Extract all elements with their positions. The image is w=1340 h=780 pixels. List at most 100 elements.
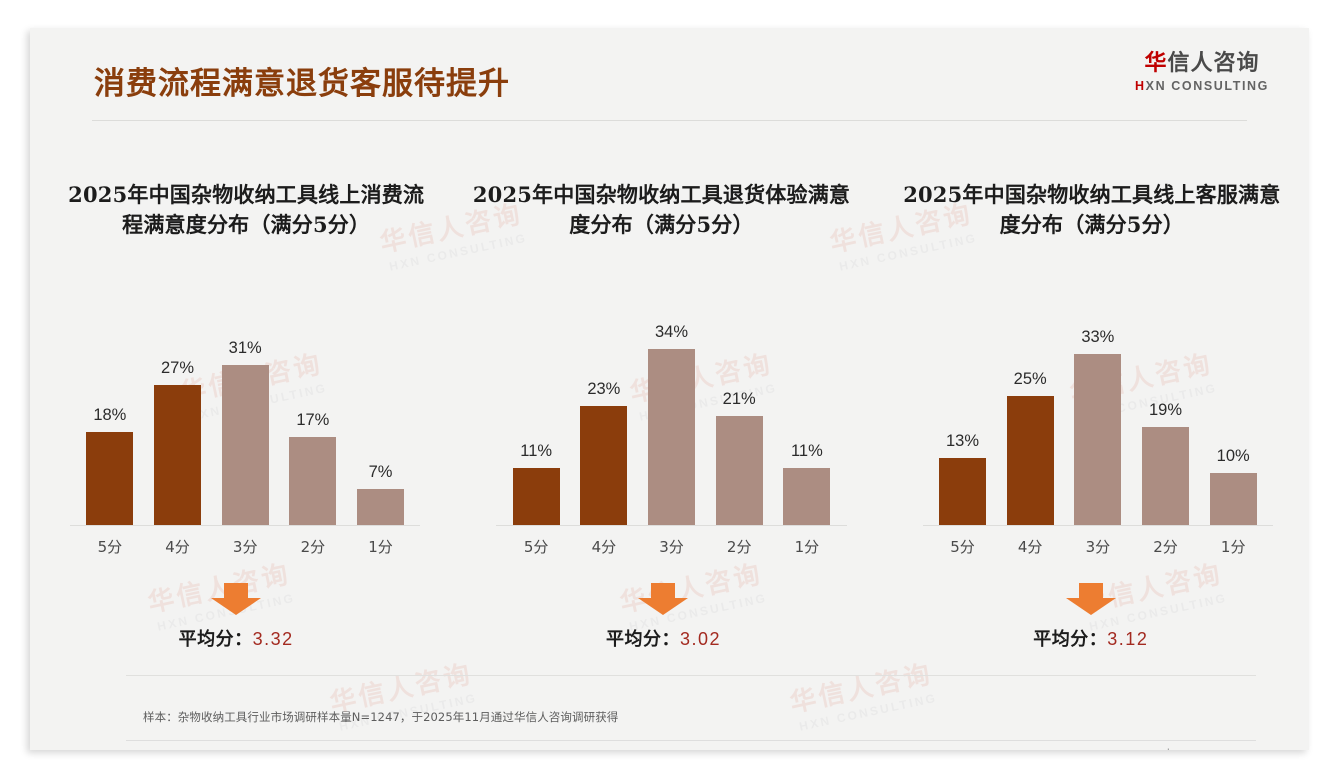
x-axis-tick-label: 1分 (368, 537, 393, 556)
x-axis-tick-label: 3分 (659, 537, 684, 556)
average-score-text: 平均分：3.02 (456, 625, 870, 651)
bar-rect[interactable] (512, 467, 560, 525)
x-axis-tick-label: 2分 (1153, 537, 1178, 556)
x-axis-tick-label: 3分 (1085, 537, 1111, 556)
bar-item[interactable]: 27% (144, 287, 212, 525)
average-score-value: 3.02 (679, 628, 722, 649)
bar-rect[interactable] (580, 405, 628, 525)
bar-rect[interactable] (289, 436, 337, 525)
charts-row: 2025年中国杂物收纳工具线上消费流程满意度分布（满分5分） 18% 27% 31% 1… (30, 140, 1309, 651)
chart-panel-3: 2025年中国杂物收纳工具线上客服满意度分布（满分5分） 13% 25% 33% 19%… (883, 140, 1309, 651)
x-axis-tick-label: 1分 (794, 537, 820, 556)
bar-value-label: 25% (1013, 369, 1047, 388)
chart-title-1: 2025年中国杂物收纳工具线上消费流程满意度分布（满分5分） (68, 182, 425, 237)
bar-item[interactable]: 23% (570, 287, 638, 525)
bar-group: 13% 25% 33% 19% 10% (929, 287, 1267, 525)
average-score-text: 平均分：3.32 (30, 625, 442, 651)
bar-rect[interactable] (715, 415, 763, 525)
logo-english-rest: XN CONSULTING (1145, 79, 1269, 94)
bar-rect[interactable] (1142, 426, 1189, 525)
logo-english-text: HXN CONSULTING (1135, 79, 1269, 93)
x-axis-tick-label: 3分 (232, 537, 258, 556)
x-axis-tick-label: 1分 (1220, 537, 1246, 556)
bar-rect[interactable] (86, 431, 134, 525)
x-axis-tick-label: 4分 (165, 537, 190, 556)
average-score-block-2: 平均分：3.02 (456, 582, 882, 651)
down-arrow-icon (1065, 582, 1116, 615)
average-score-label: 平均分： (1033, 628, 1108, 650)
slide-header: 消费流程满意退货客服待提升 华信人咨询 HXN CONSULTING (30, 28, 1309, 131)
x-axis-tick-label: 5分 (97, 537, 123, 556)
watermark-chinese: 华信人咨询 (787, 659, 936, 719)
company-logo: 华信人咨询 HXN CONSULTING (1135, 51, 1269, 93)
x-axis-tick-label: 2分 (726, 537, 752, 556)
bar-rect[interactable] (938, 457, 986, 525)
bar-item[interactable]: 11% (773, 287, 841, 525)
bar-item[interactable]: 11% (502, 287, 570, 525)
copyright-text: ©2026.1 HXR华信人咨询 (105, 746, 245, 750)
bar-value-label: 18% (93, 405, 127, 424)
bar-group: 18% 27% 31% 17% 7% (76, 287, 414, 525)
bar-rect[interactable] (648, 348, 695, 525)
bar-value-label: 10% (1216, 446, 1250, 465)
average-score-block-3: 平均分：3.12 (883, 582, 1309, 651)
bar-rect[interactable] (783, 467, 831, 525)
bar-value-label: 7% (368, 462, 393, 481)
bar-value-label: 31% (228, 338, 262, 357)
bar-item[interactable]: 7% (347, 287, 415, 525)
x-axis-tick-labels: 5分 4分 3分 2分 1分 (929, 525, 1267, 557)
bar-item[interactable]: 34% (638, 287, 706, 525)
bar-rect[interactable] (1006, 395, 1054, 525)
bar-item[interactable]: 18% (76, 287, 144, 525)
average-score-label: 平均分： (605, 628, 680, 650)
chart-plot-area-2: 11% 23% 34% 21% 11% (496, 287, 847, 526)
logo-chinese-highlight: 华 (1144, 51, 1168, 76)
bar-value-label: 21% (722, 389, 756, 408)
bar-item[interactable]: 21% (705, 287, 773, 525)
x-axis-tick-label: 5分 (950, 537, 975, 556)
chart-panel-2: 2025年中国杂物收纳工具退货体验满意度分布（满分5分） 11% 23% 34% 21%… (456, 140, 882, 651)
page-title: 消费流程满意退货客服待提升 (94, 66, 510, 102)
bar-value-label: 11% (790, 441, 823, 460)
footer-divider (126, 740, 1256, 741)
x-axis-tick-label: 4分 (591, 537, 617, 556)
chart-title-3: 2025年中国杂物收纳工具线上客服满意度分布（满分5分） (903, 182, 1281, 237)
bar-group: 11% 23% 34% 21% 11% (502, 287, 840, 525)
bar-item[interactable]: 13% (929, 287, 997, 525)
watermark-english: HXN CONSULTING (797, 690, 939, 734)
bar-item[interactable]: 25% (996, 287, 1064, 525)
bar-value-label: 19% (1148, 400, 1183, 419)
logo-english-highlight: H (1135, 79, 1146, 94)
bar-rect[interactable] (154, 384, 201, 525)
average-score-value: 3.32 (252, 628, 294, 649)
bar-rect[interactable] (357, 488, 405, 525)
down-arrow-icon (638, 582, 689, 615)
watermark-10: 华信人咨询 HXN CONSULTING (786, 653, 939, 734)
x-axis-tick-labels: 5分 4分 3分 2分 1分 (76, 525, 414, 557)
footnote-divider (126, 675, 1256, 676)
bar-item[interactable]: 31% (211, 287, 279, 525)
bar-item[interactable]: 17% (279, 287, 347, 525)
website-link[interactable]: www.hxrcon.com (1138, 746, 1229, 750)
bar-value-label: 17% (296, 410, 330, 429)
average-score-label: 平均分： (178, 628, 253, 650)
bar-value-label: 27% (160, 358, 195, 377)
x-axis-line (496, 524, 847, 526)
sample-footnote: 样本：杂物收纳工具行业市场调研样本量N=1247，于2025年11月通过华信人咨… (143, 710, 619, 724)
chart-panel-1: 2025年中国杂物收纳工具线上消费流程满意度分布（满分5分） 18% 27% 31% 1… (30, 140, 456, 651)
bar-item[interactable]: 10% (1199, 287, 1267, 525)
logo-chinese-text: 华信人咨询 (1135, 51, 1269, 76)
bar-item[interactable]: 33% (1064, 287, 1132, 525)
x-axis-tick-label: 4分 (1017, 537, 1043, 556)
x-axis-line (70, 524, 421, 526)
bar-value-label: 13% (945, 431, 979, 450)
down-arrow-icon (211, 582, 262, 615)
bar-rect[interactable] (221, 364, 269, 525)
bar-rect[interactable] (1074, 353, 1122, 525)
average-score-value: 3.12 (1107, 628, 1149, 649)
x-axis-tick-label: 2分 (300, 537, 326, 556)
bar-rect[interactable] (1209, 472, 1257, 525)
average-score-block-1: 平均分：3.32 (30, 582, 456, 651)
bar-item[interactable]: 19% (1132, 287, 1200, 525)
